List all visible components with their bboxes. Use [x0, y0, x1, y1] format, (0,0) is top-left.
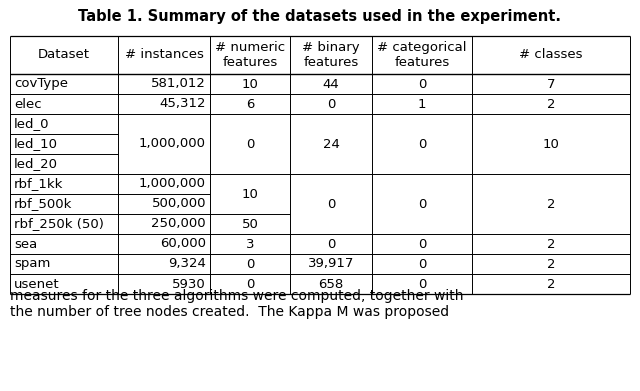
Text: 44: 44 [323, 77, 339, 90]
Text: 5930: 5930 [172, 278, 206, 291]
Text: 1,000,000: 1,000,000 [139, 178, 206, 190]
Text: 60,000: 60,000 [160, 237, 206, 251]
Text: 0: 0 [418, 258, 426, 271]
Text: 0: 0 [327, 197, 335, 210]
Text: 0: 0 [418, 77, 426, 90]
Text: 39,917: 39,917 [308, 258, 354, 271]
Text: 6: 6 [246, 97, 254, 111]
Text: led_10: led_10 [14, 138, 58, 151]
Text: 7: 7 [547, 77, 556, 90]
Text: measures for the three algorithms were computed, together with
the number of tre: measures for the three algorithms were c… [10, 289, 463, 319]
Text: 500,000: 500,000 [152, 197, 206, 210]
Text: usenet: usenet [14, 278, 60, 291]
Text: led_20: led_20 [14, 158, 58, 170]
Text: 658: 658 [318, 278, 344, 291]
Text: 24: 24 [323, 138, 339, 151]
Text: 2: 2 [547, 237, 556, 251]
Text: 0: 0 [418, 197, 426, 210]
Text: 9,324: 9,324 [168, 258, 206, 271]
Text: sea: sea [14, 237, 37, 251]
Text: 0: 0 [246, 278, 254, 291]
Text: elec: elec [14, 97, 42, 111]
Text: 0: 0 [246, 138, 254, 151]
Text: rbf_1kk: rbf_1kk [14, 178, 63, 190]
Text: 3: 3 [246, 237, 254, 251]
Text: 0: 0 [418, 138, 426, 151]
Text: 10: 10 [543, 138, 559, 151]
Text: 10: 10 [241, 77, 259, 90]
Text: 250,000: 250,000 [152, 217, 206, 231]
Text: 2: 2 [547, 258, 556, 271]
Text: # binary
features: # binary features [302, 41, 360, 69]
Text: 0: 0 [327, 237, 335, 251]
Text: rbf_250k (50): rbf_250k (50) [14, 217, 104, 231]
Text: 1,000,000: 1,000,000 [139, 138, 206, 151]
Text: 2: 2 [547, 197, 556, 210]
Text: 2: 2 [547, 278, 556, 291]
Text: 0: 0 [327, 97, 335, 111]
Text: # instances: # instances [125, 48, 204, 61]
Text: # numeric
features: # numeric features [215, 41, 285, 69]
Text: Table 1. Summary of the datasets used in the experiment.: Table 1. Summary of the datasets used in… [79, 9, 561, 24]
Text: # classes: # classes [519, 48, 583, 61]
Text: 10: 10 [241, 188, 259, 201]
Text: 2: 2 [547, 97, 556, 111]
Text: 0: 0 [246, 258, 254, 271]
Text: Dataset: Dataset [38, 48, 90, 61]
Text: 50: 50 [241, 217, 259, 231]
Text: 45,312: 45,312 [159, 97, 206, 111]
Text: covType: covType [14, 77, 68, 90]
Text: spam: spam [14, 258, 51, 271]
Text: 1: 1 [418, 97, 426, 111]
Text: rbf_500k: rbf_500k [14, 197, 72, 210]
Text: led_0: led_0 [14, 118, 49, 131]
Text: # categorical
features: # categorical features [377, 41, 467, 69]
Text: 581,012: 581,012 [151, 77, 206, 90]
Text: 0: 0 [418, 237, 426, 251]
Text: 0: 0 [418, 278, 426, 291]
